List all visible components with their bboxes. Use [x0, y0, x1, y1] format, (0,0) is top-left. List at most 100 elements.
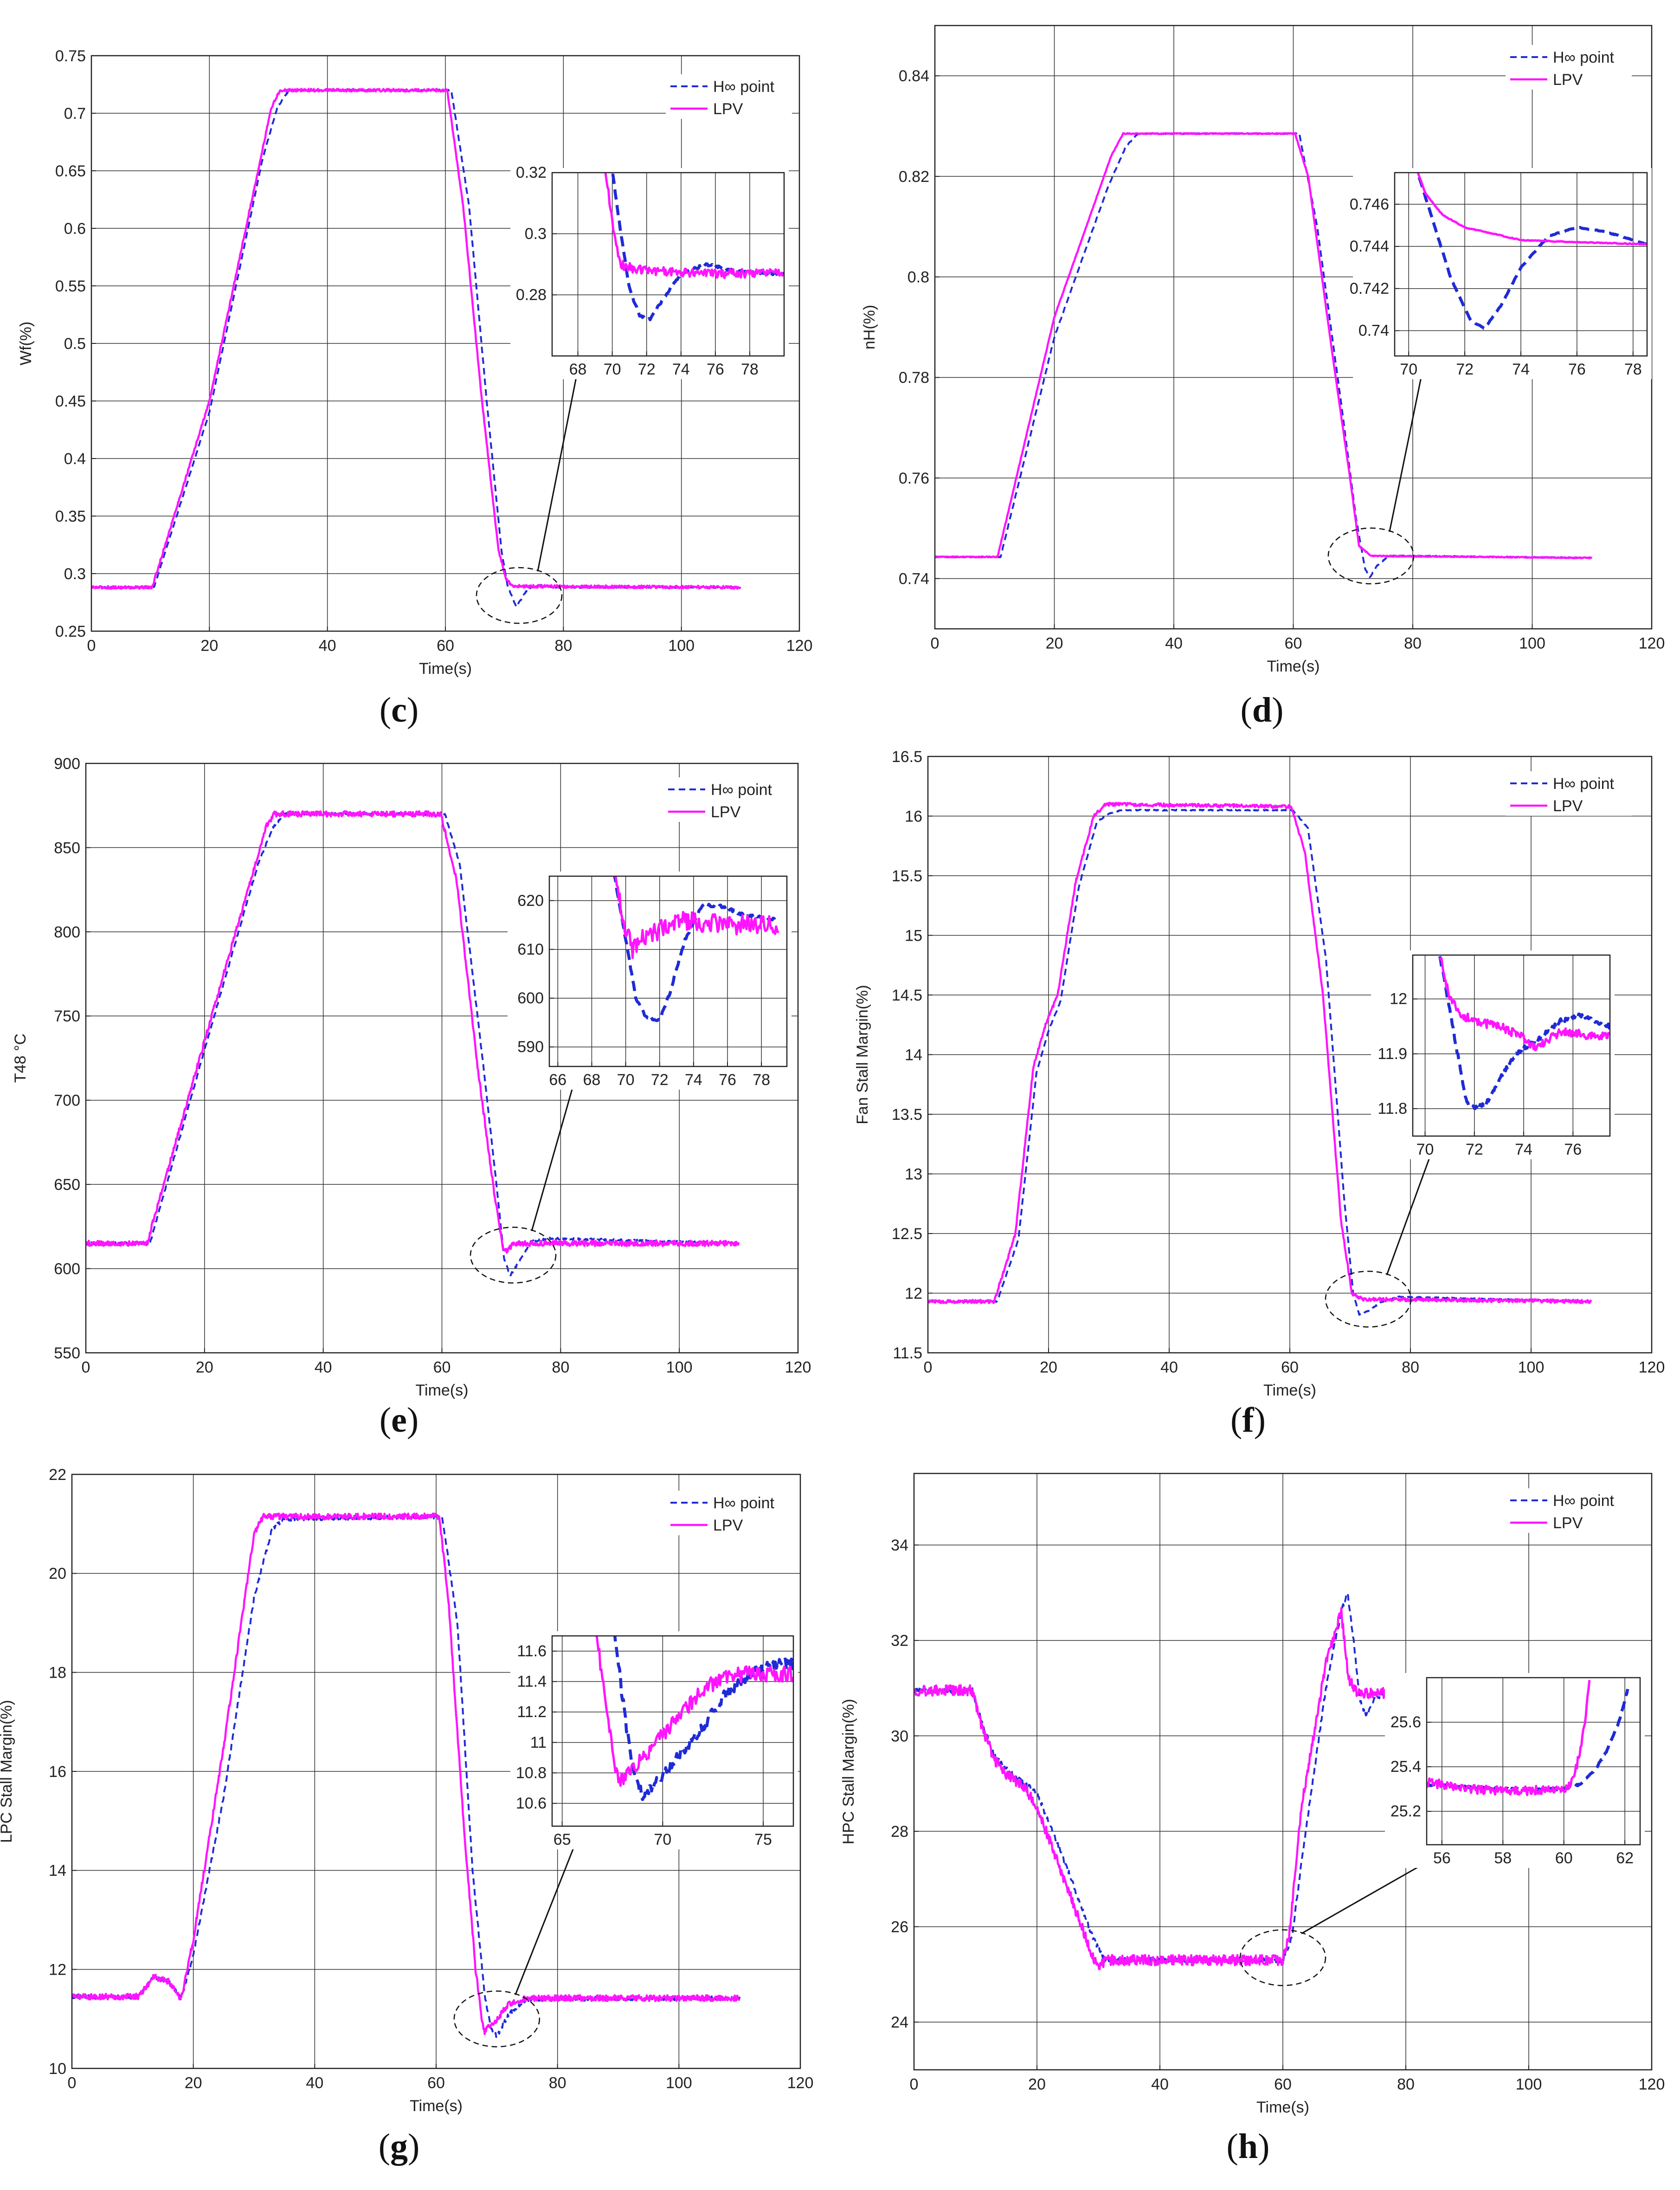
panel-f-y-tick-label: 16.5 — [892, 748, 922, 766]
panel-d-y-tick-label: 0.84 — [899, 67, 929, 85]
panel-d-x-tick-label: 80 — [1404, 635, 1422, 652]
panel-e-series-group — [86, 810, 740, 1277]
panel-e-x-tick-label: 60 — [433, 1359, 451, 1376]
panel-e-y-tick-label: 650 — [54, 1176, 80, 1194]
panel-f-legend-box — [1506, 771, 1632, 816]
panel-c-y-tick-label: 0.45 — [55, 393, 86, 410]
panel-e-caption-letter: e — [391, 1401, 407, 1440]
panel-g-inset: 65 70 75 10.6 10.8 11 11.2 11.4 11.6 — [510, 1631, 798, 1849]
panel-h-caption: (h) — [1227, 2127, 1270, 2166]
panel-e-x-tick-label: 20 — [196, 1359, 213, 1376]
panel-g-inset-series-hinf-line — [613, 1636, 793, 1801]
panel-f-legend-lpv-label: LPV — [1553, 797, 1583, 815]
panel-c-inset-frame — [551, 172, 785, 357]
panel-g-zoom-circle — [453, 1990, 541, 2048]
panel-c-inset-y-tick-label: 0.3 — [525, 225, 547, 243]
panel-g-legend-lpv-label: LPV — [713, 1517, 743, 1534]
panel-g-caption-close: ) — [408, 2127, 419, 2166]
panel-d-inset-x-tick-label: 76 — [1568, 361, 1586, 378]
panel-g-inset-x-tick-label: 70 — [654, 1831, 671, 1848]
panel-c-inset-x-tick-label: 68 — [569, 361, 587, 378]
panel-h-y-tick-label: 30 — [891, 1727, 908, 1745]
panel-e-legend-hinf-label: H∞ point — [711, 781, 772, 799]
panel-c-inset-x-tick-label: 74 — [672, 361, 690, 378]
panel-e-y-tick-label: 550 — [54, 1344, 80, 1362]
panel-e-zoom-arrow-line — [531, 1069, 579, 1231]
panel-g-x-tick-label: 100 — [666, 2074, 692, 2092]
panel-f-y-tick-label: 13.5 — [892, 1106, 922, 1124]
panel-c-inset-x-tick-label: 76 — [707, 361, 724, 378]
panel-g-y-axis-label: LPC Stall Margin(%) — [0, 1700, 15, 1843]
panel-g-y-tick-label: 20 — [49, 1565, 66, 1583]
panel-c-caption: (c) — [380, 691, 418, 730]
panel-f-inset-x-tick-label: 76 — [1564, 1141, 1582, 1158]
panel-d-caption-letter: d — [1252, 691, 1272, 730]
panel-d-x-axis-label: Time(s) — [1267, 658, 1320, 675]
panel-g-inset-x-tick-label: 75 — [754, 1831, 772, 1848]
panel-g-y-tick-label: 18 — [49, 1664, 66, 1682]
panel-d-x-tick-label: 0 — [931, 635, 940, 652]
panel-e-inset-frame — [548, 875, 788, 1067]
panel-f-y-tick-label: 16 — [905, 808, 922, 825]
panel-c-caption-open: ( — [380, 691, 391, 730]
panel-e-inset-x-tick-label: 72 — [651, 1071, 669, 1089]
panel-c: 0 20 40 60 80 100 120 0.25 0.3 0.35 0.4 0.45 0.5 0.55… — [17, 47, 812, 730]
panel-c-y-tick-label: 0.7 — [64, 105, 86, 123]
panel-f-caption-close: ) — [1254, 1401, 1266, 1440]
panel-g-inset-frame — [551, 1635, 794, 1827]
panel-c-y-tick-label: 0.25 — [55, 623, 86, 640]
panel-c-inset-x-tick-label: 70 — [604, 361, 621, 378]
panel-c-caption-letter: c — [391, 691, 407, 730]
panel-c-x-tick-label: 40 — [319, 637, 336, 655]
panel-f-caption-letter: f — [1242, 1401, 1255, 1440]
panel-e-inset: 66 68 70 72 74 76 78 590 600 610 620 — [508, 872, 792, 1090]
panel-f-caption-open: ( — [1230, 1401, 1242, 1440]
panel-c-inset-x-tick-label: 78 — [741, 361, 759, 378]
panel-e-zoom-circle — [470, 1227, 557, 1284]
panel-h-y-tick-label: 32 — [891, 1632, 908, 1650]
panel-f-x-tick-label: 60 — [1281, 1359, 1299, 1376]
panel-g-x-tick-label: 40 — [306, 2074, 323, 2092]
panel-e-y-tick-label: 800 — [54, 924, 80, 941]
panel-f-y-tick-label: 12 — [905, 1285, 922, 1302]
panel-c-inset-x-tick-label: 72 — [638, 361, 656, 378]
panel-f-y-tick-label: 15 — [905, 927, 922, 944]
panel-c-y-tick-label: 0.55 — [55, 278, 86, 295]
panel-d-x-tick-label: 100 — [1519, 635, 1545, 652]
panel-e-y-tick-label: 850 — [54, 839, 80, 857]
panel-g-inset-y-tick-label: 10.6 — [516, 1795, 547, 1812]
panel-c-plot-frame — [90, 55, 800, 632]
panel-c-x-tick-label: 0 — [87, 637, 96, 655]
panel-g-inset-y-tick-label: 11.2 — [517, 1703, 547, 1721]
panel-d-x-tick-label: 60 — [1285, 635, 1302, 652]
panel-h-x-tick-label: 20 — [1028, 2076, 1046, 2093]
panel-c-inset-y-tick-label: 0.28 — [516, 286, 547, 304]
panel-e: 0 20 40 60 80 100 120 550 600 650 700 750 800 850 900 T… — [12, 755, 811, 1440]
panel-e-x-tick-label: 120 — [785, 1359, 811, 1376]
panel-h-caption-open: ( — [1227, 2127, 1238, 2166]
panel-d-y-tick-label: 0.74 — [899, 570, 929, 588]
panel-g-x-tick-label: 0 — [68, 2074, 77, 2092]
panel-e-legend-box — [663, 777, 790, 822]
panel-d-inset-y-tick-label: 0.746 — [1350, 195, 1389, 213]
panel-d-y-tick-label: 0.78 — [899, 369, 929, 387]
panel-h-inset-x-tick-label: 58 — [1494, 1849, 1512, 1867]
panel-c-x-tick-label: 20 — [200, 637, 218, 655]
panel-f-y-tick-label: 14 — [905, 1046, 922, 1064]
panel-d-inset-y-tick-label: 0.742 — [1350, 280, 1389, 297]
panel-h-y-tick-label: 28 — [891, 1823, 908, 1841]
panel-e-y-tick-label: 900 — [54, 755, 80, 773]
panel-h-x-tick-label: 80 — [1397, 2076, 1415, 2093]
panel-f-inset-frame — [1412, 954, 1611, 1137]
panel-h-inset-frame — [1426, 1677, 1641, 1846]
panel-f: 0 20 40 60 80 100 120 11.5 12 12.5 13 13.5 14 14.5 15 1… — [854, 748, 1665, 1440]
panel-f-inset-y-tick-label: 11.9 — [1377, 1045, 1407, 1063]
panel-f-y-tick-label: 13 — [905, 1165, 922, 1183]
panel-g-plot-frame — [71, 1473, 801, 2069]
panel-f-inset-x-tick-label: 70 — [1416, 1141, 1434, 1158]
panel-g-y-tick-label: 10 — [49, 2060, 66, 2078]
panel-e-caption: (e) — [380, 1401, 418, 1440]
panel-f-x-axis-label: Time(s) — [1263, 1382, 1316, 1399]
panel-d-y-axis-label: nH(%) — [861, 305, 878, 349]
panel-c-inset-y-tick-label: 0.32 — [516, 164, 547, 181]
